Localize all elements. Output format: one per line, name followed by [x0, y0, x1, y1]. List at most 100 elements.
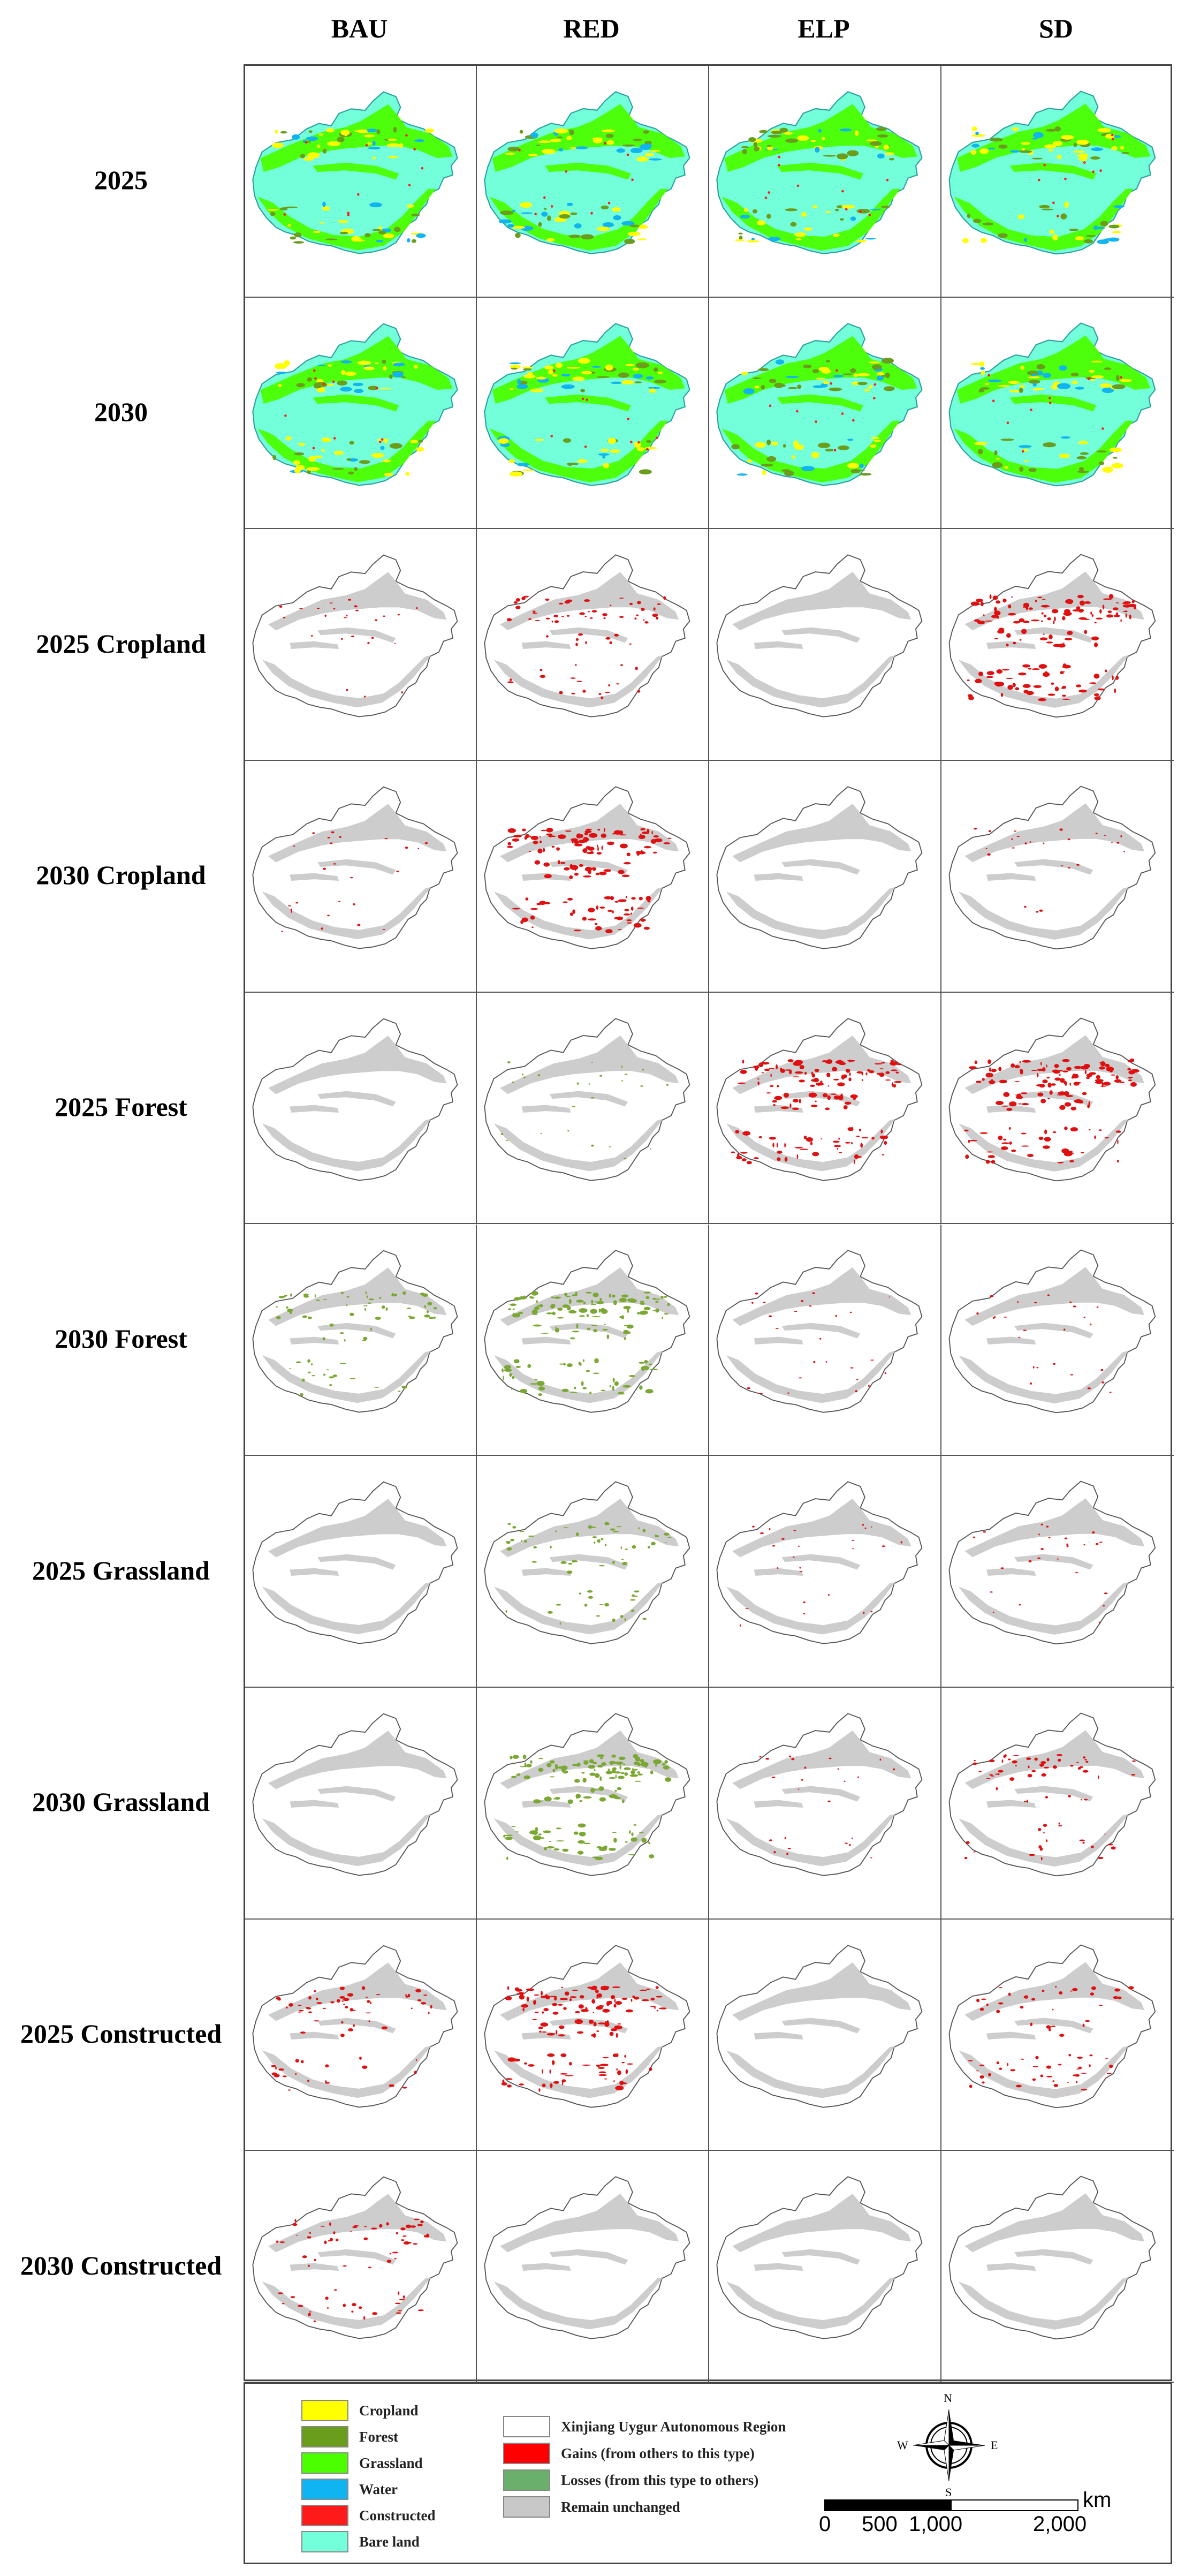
gain-patch	[1021, 1132, 1027, 1135]
gain-patch	[850, 1366, 854, 1369]
forest-patch	[869, 141, 882, 146]
loss-patch	[663, 1295, 667, 1298]
gain-patch	[534, 860, 541, 865]
loss-patch	[638, 1527, 640, 1530]
gain-patch	[986, 2003, 989, 2006]
gain-patch	[311, 635, 313, 637]
gain-patch	[329, 842, 333, 844]
loss-patch	[550, 1303, 554, 1309]
gain-patch	[1095, 1543, 1099, 1545]
gain-patch	[1014, 1064, 1020, 1069]
region-outline	[948, 2175, 1156, 2340]
gain-patch	[415, 2059, 417, 2061]
gain-patch	[530, 908, 538, 910]
forest-patch	[1096, 450, 1107, 452]
gain-patch	[573, 930, 581, 932]
gain-patch	[1060, 688, 1066, 689]
unchanged-area	[290, 2031, 339, 2039]
gain-patch	[525, 834, 530, 838]
gain-patch	[316, 608, 320, 609]
gain-patch	[769, 1528, 771, 1531]
loss-patch	[625, 1548, 628, 1550]
gain-patch	[988, 1059, 991, 1064]
forest-patch	[1070, 372, 1079, 376]
gain-patch	[545, 599, 550, 601]
loss-patch	[648, 1363, 653, 1365]
gain-patch	[515, 1989, 522, 1992]
loss-patch	[590, 1097, 595, 1099]
gain-patch	[1095, 1079, 1104, 1082]
loss-patch	[340, 1291, 344, 1294]
loss-patch	[633, 1762, 637, 1765]
forest-patch	[856, 208, 870, 214]
loss-patch	[620, 1772, 625, 1774]
gain-patch	[1128, 1076, 1133, 1079]
cropland-patch	[1059, 454, 1070, 458]
cropland-patch	[767, 146, 773, 150]
gain-patch	[384, 838, 388, 840]
gain-patch	[1078, 2066, 1082, 2069]
loss-patch	[615, 1774, 617, 1778]
gain-patch	[286, 2006, 288, 2008]
gain-patch	[761, 1072, 764, 1074]
gain-patch	[298, 2011, 301, 2013]
constructed-patch	[1021, 450, 1024, 452]
gain-patch	[1064, 638, 1073, 641]
water-patch	[740, 214, 750, 219]
legend-label: Losses (from this type to others)	[561, 2472, 759, 2488]
gain-patch	[571, 693, 575, 695]
gain-patch	[843, 1105, 848, 1109]
gain-patch	[1116, 842, 1120, 844]
gain-patch	[1099, 1542, 1103, 1543]
gain-patch	[626, 922, 633, 924]
loss-patch	[538, 1393, 543, 1396]
cropland-patch	[795, 238, 802, 240]
gain-patch	[338, 901, 341, 903]
gain-patch	[752, 1525, 755, 1528]
gain-patch	[1051, 609, 1059, 614]
cropland-patch	[1109, 447, 1122, 452]
loss-patch	[557, 1307, 563, 1311]
gain-patch	[1023, 621, 1030, 624]
gain-patch	[417, 848, 419, 850]
loss-patch	[649, 1368, 658, 1370]
gain-patch	[618, 929, 622, 931]
forest-patch	[1039, 205, 1050, 209]
loss-patch	[572, 1560, 574, 1563]
unchanged-area	[754, 1800, 803, 1808]
cropland-patch	[1097, 128, 1111, 133]
gain-patch	[1096, 1075, 1100, 1079]
gain-patch	[991, 615, 999, 618]
loss-patch	[619, 1316, 622, 1318]
gain-patch	[799, 1064, 804, 1069]
grassland-area	[724, 104, 917, 172]
gain-patch	[614, 901, 619, 903]
forest-patch	[654, 379, 667, 383]
gain-patch	[1054, 1077, 1061, 1081]
land-use-map	[948, 322, 1156, 487]
forest-patch	[1028, 467, 1037, 472]
gain-patch	[810, 1141, 813, 1145]
gain-patch	[1063, 1328, 1066, 1331]
gain-patch	[1095, 833, 1098, 835]
region-outline	[948, 1712, 1156, 1877]
column-header-sd: SD	[1039, 13, 1073, 43]
gain-patch	[975, 679, 982, 684]
gain-patch	[1092, 1531, 1095, 1534]
forest-patch	[1069, 229, 1079, 231]
cropland-patch	[325, 383, 335, 386]
gain-patch	[308, 2264, 310, 2268]
gain-patch	[1074, 1082, 1082, 1084]
loss-patch	[575, 1532, 578, 1537]
cropland-patch	[762, 470, 766, 475]
loss-patch	[546, 1846, 555, 1849]
gain-patch	[584, 616, 587, 617]
water-patch	[1043, 372, 1051, 378]
loss-patch	[374, 1386, 379, 1388]
unchanged-area	[726, 887, 896, 940]
loss-patch	[587, 1590, 593, 1593]
cropland-patch	[399, 143, 404, 148]
gain-patch	[862, 1079, 863, 1081]
region-outline	[252, 1481, 458, 1644]
